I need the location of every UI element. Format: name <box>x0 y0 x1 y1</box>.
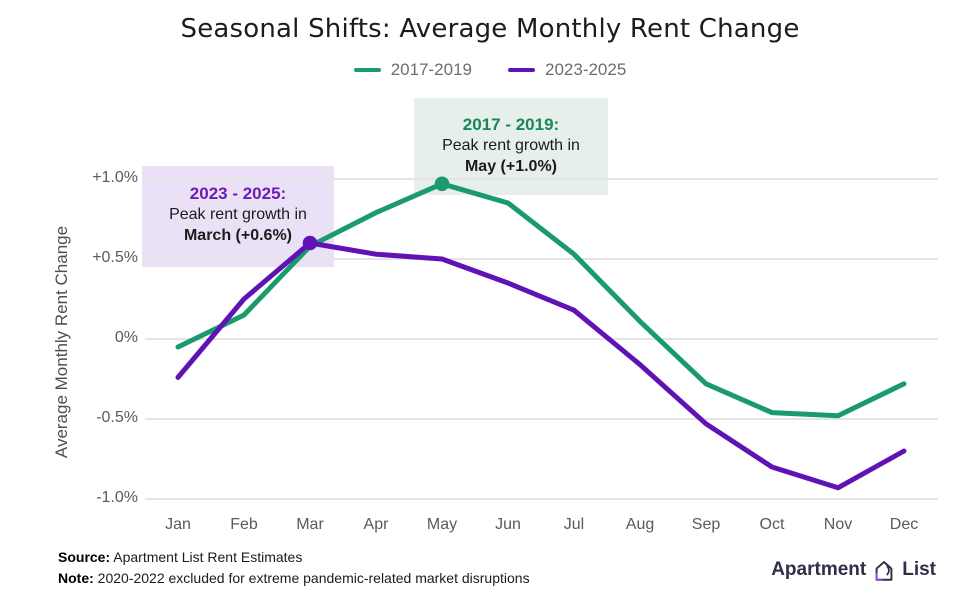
footer-note: Note: 2020-2022 excluded for extreme pan… <box>58 570 530 586</box>
x-tick-label: Jun <box>495 516 521 533</box>
annotation-text-2017-2019: 2017 - 2019: Peak rent growth in May (+1… <box>414 114 608 177</box>
annotation-line: Peak rent growth in <box>442 137 580 154</box>
series-line-2023-2025 <box>175 240 907 491</box>
annotation-peak-value: May (+1.0%) <box>464 158 558 175</box>
chart-title: Seasonal Shifts: Average Monthly Rent Ch… <box>180 14 800 44</box>
note-label: Note: <box>58 570 94 586</box>
x-tick-label: Mar <box>296 516 324 533</box>
y-tick-label: -0.5% <box>96 409 138 426</box>
y-tick-label: 0% <box>114 329 138 346</box>
x-tick-label: Oct <box>759 516 785 533</box>
y-tick-label: +1.0% <box>92 169 138 186</box>
logo-word-left: Apartment <box>771 558 867 580</box>
x-tick-label: Nov <box>823 516 853 533</box>
x-tick-label: Apr <box>363 516 389 533</box>
x-tick-label: Dec <box>889 516 919 533</box>
source-text: Apartment List Rent Estimates <box>113 549 303 565</box>
x-tick-label: Feb <box>230 516 258 533</box>
legend-item-2017-2019: 2017-2019 <box>353 60 472 80</box>
legend-item-2023-2025: 2023-2025 <box>508 60 626 80</box>
legend-swatch-purple-icon <box>508 68 535 72</box>
apartment-list-house-icon <box>875 561 893 581</box>
annotation-peak-value: March (+0.6%) <box>183 227 293 244</box>
annotation-heading: 2023 - 2025: <box>189 184 287 203</box>
legend-label: 2017-2019 <box>390 60 472 79</box>
logo-word-right: List <box>902 558 936 580</box>
footer-source: Source: Apartment List Rent Estimates <box>58 549 302 565</box>
source-label: Source: <box>58 549 111 565</box>
apartment-list-logo: Apartment List <box>771 556 936 583</box>
x-tick-label: Sep <box>691 516 721 533</box>
y-tick-label: -1.0% <box>96 489 138 506</box>
legend-swatch-green-icon <box>353 68 381 72</box>
x-tick-label: May <box>426 516 458 533</box>
legend: 2017-2019 2023-2025 <box>0 60 980 80</box>
y-tick-label: +0.5% <box>92 249 138 266</box>
x-tick-label: Aug <box>625 516 655 533</box>
legend-label: 2023-2025 <box>545 60 627 79</box>
x-tick-label: Jul <box>563 516 585 533</box>
note-text: 2020-2022 excluded for extreme pandemic-… <box>97 570 530 586</box>
annotation-heading: 2017 - 2019: <box>462 115 560 134</box>
x-tick-label: Jan <box>165 516 191 533</box>
annotation-line: Peak rent growth in <box>169 206 307 223</box>
annotation-text-2023-2025: 2023 - 2025: Peak rent growth in March (… <box>142 183 334 246</box>
